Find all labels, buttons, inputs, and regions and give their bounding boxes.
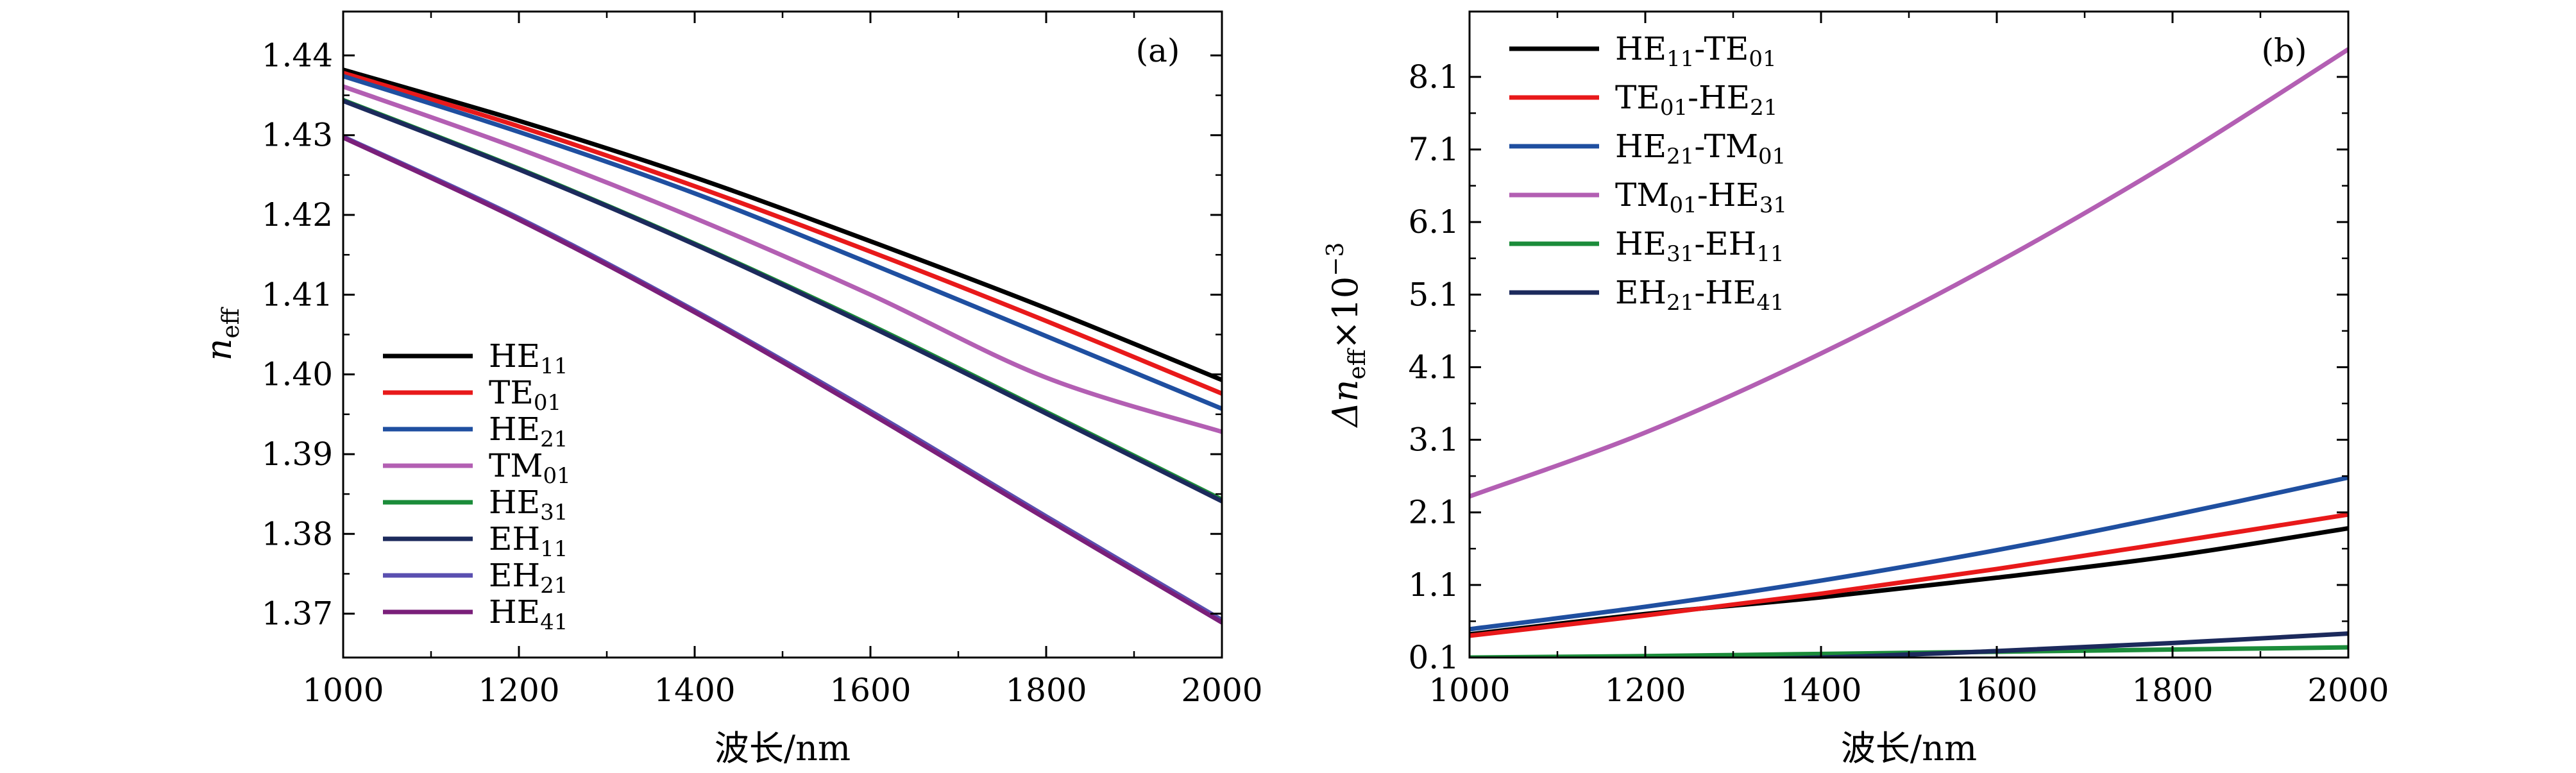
legend-entry: HE11-TE01 xyxy=(1615,30,1777,72)
y-tick-label: 1.39 xyxy=(262,436,333,473)
legend-entry: HE31-EH11 xyxy=(1615,225,1784,267)
plot-frame xyxy=(1468,10,2350,659)
y-tick-label: 5.1 xyxy=(1408,276,1459,313)
x-tick-label: 1400 xyxy=(1780,672,1861,709)
x-axis-title: 波长/nm xyxy=(1841,728,1977,769)
x-axis-title: 波长/nm xyxy=(715,728,851,769)
series-group xyxy=(343,67,1222,625)
panel-label: (b) xyxy=(2261,32,2307,69)
y-tick-label: 1.37 xyxy=(262,595,333,633)
y-tick-label: 8.1 xyxy=(1408,58,1459,96)
y-axis-title: Δneff×10−3 xyxy=(1323,242,1371,429)
legend-entry: EH21-HE41 xyxy=(1615,274,1784,316)
y-tick-label: 1.1 xyxy=(1408,566,1459,604)
x-tick-label: 2000 xyxy=(1181,672,1262,709)
x-tick-label: 1600 xyxy=(1956,672,2037,709)
legend-entry: TE01-HE21 xyxy=(1615,79,1777,121)
series-line-he11 xyxy=(343,67,1222,382)
series-line-he41 xyxy=(343,135,1222,625)
series-line-he21 xyxy=(343,74,1222,411)
legend-entry: EH21 xyxy=(489,557,568,599)
y-axis-title: neff xyxy=(199,307,244,361)
legend-entry: EH11 xyxy=(489,520,568,562)
panel-a: 1000 1200 1400 1600 1800 2000 1.37 1.38 1.39 1.40… xyxy=(199,10,1263,769)
series-group xyxy=(1470,47,2348,658)
y-tick-label: 1.41 xyxy=(262,276,333,313)
y-tick-label: 1.42 xyxy=(262,196,333,234)
y-tick-label: 4.1 xyxy=(1408,348,1459,386)
series-line-he21-tm01 xyxy=(1470,475,2348,632)
y-tick-label: 1.38 xyxy=(262,515,333,552)
legend-entry: HE31 xyxy=(489,484,568,525)
legend-entry: HE21 xyxy=(489,411,568,452)
legend-entry: TM01 xyxy=(489,447,571,489)
legend-entry: HE21-TM01 xyxy=(1615,128,1786,169)
legend-entry: TM01-HE31 xyxy=(1615,176,1787,218)
series-line-he31 xyxy=(343,98,1222,502)
panel-b: 1000 1200 1400 1600 1800 2000 0.1 1.1 2.1 3.1 4.1 5… xyxy=(1323,10,2389,769)
x-tick-label: 1800 xyxy=(2131,672,2213,709)
x-tick-label: 1800 xyxy=(1005,672,1087,709)
y-tick-label: 6.1 xyxy=(1408,203,1459,241)
panel-label: (a) xyxy=(1136,32,1180,69)
legend-entry: TE01 xyxy=(489,374,561,416)
legend-entry: HE11 xyxy=(489,337,568,379)
x-tick-label: 1000 xyxy=(302,672,384,709)
y-tick-label: 1.40 xyxy=(262,356,333,393)
x-tick-label: 1600 xyxy=(829,672,911,709)
y-tick-label: 0.1 xyxy=(1408,639,1459,676)
y-tick-label: 3.1 xyxy=(1408,421,1459,459)
legend: HE11-TE01 TE01-HE21 HE21-TM01 TM01-HE31 HE31… xyxy=(1509,30,1787,316)
x-tick-label: 1400 xyxy=(654,672,735,709)
x-tick-label: 1000 xyxy=(1428,672,1510,709)
x-tick-label: 2000 xyxy=(2307,672,2389,709)
series-line-eh11 xyxy=(343,98,1222,504)
series-line-tm01-he31 xyxy=(1470,47,2348,499)
x-tick-label: 1200 xyxy=(478,672,559,709)
y-tick-label: 1.43 xyxy=(262,117,333,154)
series-line-tm01 xyxy=(343,84,1222,434)
y-tick-label: 2.1 xyxy=(1408,494,1459,531)
legend-entry: HE41 xyxy=(489,593,568,635)
y-tick-label: 1.44 xyxy=(262,37,333,74)
series-line-te01-he21 xyxy=(1470,512,2348,638)
x-tick-label: 1200 xyxy=(1604,672,1686,709)
series-line-te01 xyxy=(343,71,1222,396)
y-tick-label: 7.1 xyxy=(1408,131,1459,168)
